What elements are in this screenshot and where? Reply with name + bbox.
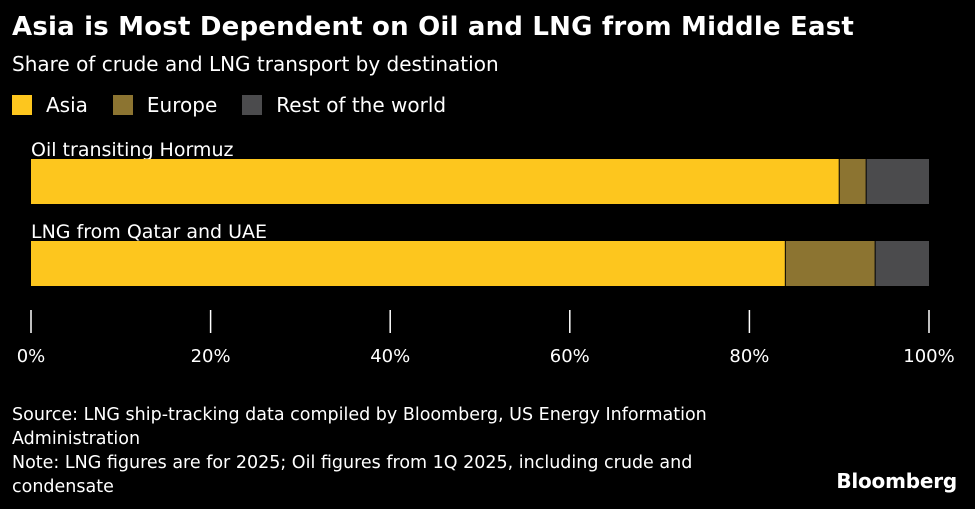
- legend-swatch-europe: [112, 95, 133, 115]
- legend-swatch-rest-of-world: [242, 95, 263, 115]
- category-label-lng-from-qatar-and-uae: LNG from Qatar and UAE: [31, 221, 267, 243]
- legend-item-rest-of-world: Rest of the world: [242, 93, 446, 117]
- source-text: Source: LNG ship-tracking data compiled …: [12, 405, 707, 449]
- bar-segment-lng-from-qatar-and-uae-asia: [31, 241, 786, 286]
- bar-segment-oil-transiting-hormuz-asia: [31, 159, 840, 204]
- legend-item-asia: Asia: [12, 93, 88, 117]
- chart-title: Asia is Most Dependent on Oil and LNG fr…: [12, 12, 855, 42]
- legend-item-europe: Europe: [112, 93, 218, 117]
- legend-swatch-asia: [12, 95, 32, 115]
- legend: Asia Europe Rest of the world: [12, 92, 471, 118]
- bloomberg-logo: Bloomberg: [836, 469, 957, 493]
- bar-segment-oil-transiting-hormuz-europe: [839, 159, 867, 204]
- chart-subtitle: Share of crude and LNG transport by dest…: [12, 52, 499, 76]
- chart-footnote: Source: LNG ship-tracking data compiled …: [12, 403, 772, 499]
- x-tick-label-20: 20%: [191, 346, 231, 367]
- note-text: Note: LNG figures are for 2025; Oil figu…: [12, 453, 693, 497]
- bar-segment-lng-from-qatar-and-uae-europe: [785, 241, 876, 286]
- x-tick-label-80: 80%: [729, 346, 769, 367]
- legend-label-europe: Europe: [146, 93, 218, 117]
- x-tick-label-100: 100%: [903, 346, 954, 367]
- bar-segment-lng-from-qatar-and-uae-rest-of-the-world: [875, 241, 929, 286]
- legend-label-rest-of-world: Rest of the world: [276, 93, 447, 117]
- bar-chart: Oil transiting Hormuz LNG from Qatar and …: [17, 139, 955, 367]
- x-tick-label-0: 0%: [17, 346, 46, 367]
- legend-label-asia: Asia: [46, 93, 88, 117]
- category-label-oil-transiting-hormuz: Oil transiting Hormuz: [31, 139, 233, 161]
- x-tick-label-60: 60%: [550, 346, 590, 367]
- x-tick-label-40: 40%: [370, 346, 410, 367]
- bar-segment-oil-transiting-hormuz-rest-of-the-world: [866, 159, 929, 204]
